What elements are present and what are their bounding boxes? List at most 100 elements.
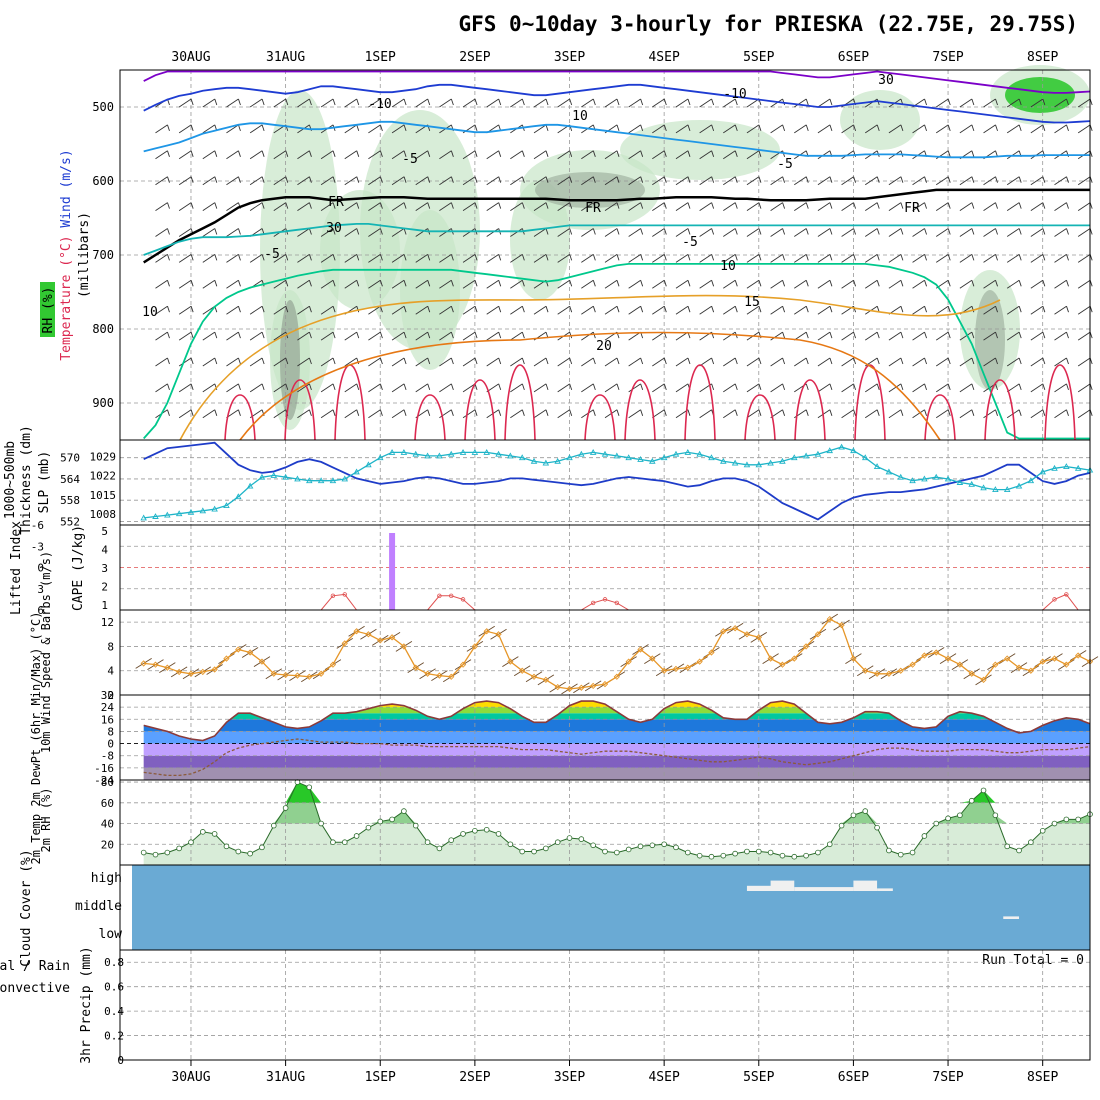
wind-barb: [545, 202, 549, 209]
y-tick-label: 500: [92, 100, 114, 114]
thickness-point: [601, 450, 609, 457]
wind-barb: [379, 124, 383, 132]
wind-barb: [995, 383, 998, 391]
wind-barb: [1018, 254, 1022, 261]
wind-barb: [167, 331, 170, 339]
temp-band: [143, 719, 1090, 732]
wind-barb: [675, 279, 689, 289]
wind-barb: [309, 280, 312, 287]
wind-barb: [1077, 279, 1091, 289]
wind-barb: [533, 202, 547, 211]
wind-barb: [888, 202, 902, 211]
thickness-point: [755, 461, 763, 468]
rh-point: [270, 822, 277, 829]
wind-barb: [841, 357, 854, 367]
wind-speed-point: [755, 634, 762, 641]
wind-barb: [734, 357, 738, 365]
rh-point: [685, 849, 691, 856]
wind-barb: [770, 305, 783, 315]
wind-speed-point: [743, 631, 751, 638]
wind-barb: [935, 202, 949, 211]
wind-barb: [1077, 383, 1091, 393]
wind-barb: [711, 150, 715, 157]
wind-barb: [167, 409, 170, 416]
wind-barb: [592, 254, 596, 261]
wind-barb: [178, 202, 192, 211]
wind-barb: [853, 306, 857, 313]
wind-barb: [864, 383, 878, 393]
wind-barb: [734, 228, 738, 235]
cloud-block: [794, 887, 854, 891]
wind-barb: [734, 150, 738, 157]
top-date-label: 8SEP: [1027, 50, 1058, 65]
wind-barb: [864, 202, 878, 211]
wind-barb: [687, 202, 691, 209]
wind-barb: [403, 228, 407, 235]
wind-barb: [202, 124, 216, 134]
wind-barb: [841, 383, 854, 393]
wind-barb: [853, 280, 857, 287]
wind-speed-point: [530, 673, 538, 680]
wind-barb: [959, 98, 973, 108]
y-tick-label: 80: [101, 776, 114, 789]
wind-barb: [687, 98, 691, 106]
wind-barb: [734, 124, 738, 132]
temperature-contour-warm: [334, 364, 366, 441]
wind-barb: [368, 331, 381, 341]
top-date-label: 1SEP: [365, 50, 396, 65]
wind-barb: [202, 254, 216, 263]
wind-barb: [663, 409, 667, 416]
wind-barb: [521, 383, 525, 391]
wind-barb: [155, 124, 168, 134]
wind-barb: [853, 409, 857, 416]
wind-barb: [474, 202, 478, 209]
wind-barb: [521, 280, 525, 287]
thickness-point: [235, 493, 242, 500]
rh-point: [223, 843, 230, 850]
wind-barb: [1054, 228, 1067, 237]
wind-barb: [214, 150, 218, 157]
wind-barb: [616, 150, 620, 157]
wind-barb: [261, 202, 265, 209]
wind-barb: [616, 357, 620, 365]
wind-barb: [226, 254, 239, 263]
rh-shading-dark: [975, 290, 1005, 390]
wind-barb: [356, 306, 360, 313]
temperature-contour-warm: [224, 394, 256, 441]
wind-barb: [391, 98, 405, 108]
wind-barb: [249, 383, 263, 393]
wind-barb: [332, 357, 336, 365]
wind-barb: [214, 383, 218, 391]
wind-barb: [332, 150, 336, 157]
wind-barb: [711, 98, 715, 106]
wind-barb: [510, 254, 523, 263]
rh-point: [247, 850, 253, 857]
contour-label: 30: [878, 73, 894, 88]
wind-barb: [640, 228, 644, 235]
wind-barb: [320, 98, 334, 108]
wind-speed-point: [696, 658, 703, 665]
wind-barb: [486, 228, 499, 237]
temp-line: [143, 700, 1091, 742]
wind-speed-point: [684, 664, 691, 671]
wind-speed-point: [471, 643, 479, 650]
wind-barb: [439, 357, 452, 367]
wind-barb: [1054, 176, 1067, 186]
wind-barb: [167, 280, 170, 287]
wind-barb: [995, 124, 998, 132]
wind-barb: [628, 383, 641, 393]
wind-barb: [415, 357, 428, 367]
wind-barb: [959, 279, 973, 289]
thickness-point: [199, 507, 207, 514]
wind-barb: [947, 409, 951, 416]
y-tick-label: 60: [101, 797, 114, 810]
wind-barb: [1018, 98, 1022, 106]
thickness-point: [779, 457, 786, 464]
temp-band: [143, 767, 1090, 780]
wind-barb: [285, 176, 289, 183]
wind-barb: [569, 280, 573, 287]
wind-barb: [1077, 228, 1091, 237]
wind-barb: [983, 331, 996, 341]
wind-barb: [640, 383, 644, 391]
wind-barb: [1066, 383, 1069, 391]
